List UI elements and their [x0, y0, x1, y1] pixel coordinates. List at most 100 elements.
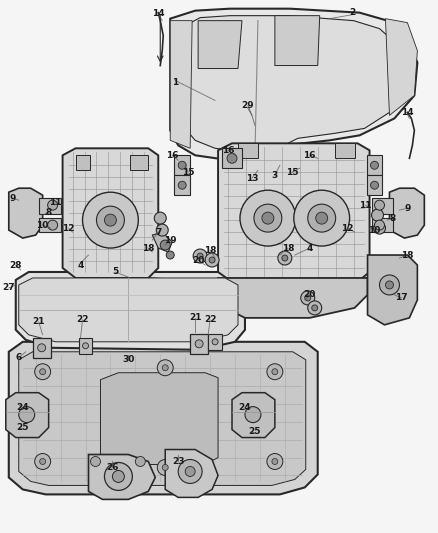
Circle shape: [156, 224, 168, 236]
Polygon shape: [218, 143, 370, 282]
Circle shape: [40, 458, 46, 464]
Circle shape: [272, 369, 278, 375]
Text: 9: 9: [10, 193, 16, 203]
Circle shape: [212, 339, 218, 345]
Circle shape: [157, 459, 173, 475]
Circle shape: [82, 343, 88, 349]
Text: 26: 26: [106, 463, 119, 472]
Circle shape: [113, 471, 124, 482]
Circle shape: [371, 209, 384, 221]
Polygon shape: [367, 255, 417, 325]
Polygon shape: [174, 175, 190, 195]
Circle shape: [245, 407, 261, 423]
Text: 28: 28: [10, 261, 22, 270]
Circle shape: [193, 249, 207, 263]
Text: 11: 11: [359, 200, 372, 209]
Circle shape: [40, 369, 46, 375]
Text: 16: 16: [166, 151, 178, 160]
Circle shape: [35, 454, 51, 470]
Polygon shape: [148, 278, 232, 310]
Polygon shape: [335, 143, 355, 158]
Text: 24: 24: [16, 403, 29, 412]
Circle shape: [178, 161, 186, 169]
Circle shape: [166, 251, 174, 259]
Polygon shape: [33, 338, 51, 358]
Circle shape: [135, 456, 145, 466]
Text: 5: 5: [112, 268, 119, 277]
Circle shape: [82, 192, 138, 248]
Text: 16: 16: [304, 151, 316, 160]
Circle shape: [374, 220, 385, 230]
Text: 22: 22: [76, 316, 89, 325]
Text: 4: 4: [78, 261, 84, 270]
Text: 9: 9: [404, 204, 410, 213]
Circle shape: [38, 344, 46, 352]
Text: 18: 18: [401, 251, 413, 260]
Text: 24: 24: [239, 403, 251, 412]
Text: 2: 2: [350, 8, 356, 17]
Polygon shape: [215, 278, 367, 318]
Polygon shape: [222, 148, 242, 168]
Text: 8: 8: [389, 214, 396, 223]
Circle shape: [48, 220, 58, 230]
Polygon shape: [174, 155, 190, 175]
Circle shape: [205, 253, 219, 267]
Text: 15: 15: [286, 168, 298, 177]
Polygon shape: [131, 155, 148, 170]
Polygon shape: [208, 334, 222, 350]
Polygon shape: [185, 15, 406, 152]
Text: 18: 18: [282, 244, 294, 253]
Text: 27: 27: [3, 284, 15, 293]
Circle shape: [35, 364, 51, 379]
Polygon shape: [190, 334, 208, 354]
Polygon shape: [16, 272, 245, 350]
Circle shape: [195, 340, 203, 348]
Circle shape: [374, 200, 385, 210]
Circle shape: [374, 222, 385, 234]
Circle shape: [308, 204, 336, 232]
Circle shape: [254, 204, 282, 232]
Circle shape: [19, 407, 35, 423]
Text: 4: 4: [307, 244, 313, 253]
Circle shape: [262, 212, 274, 224]
Text: 16: 16: [222, 146, 234, 155]
Circle shape: [227, 154, 237, 163]
Polygon shape: [238, 143, 258, 158]
Circle shape: [197, 253, 203, 259]
Polygon shape: [385, 19, 417, 116]
Text: 10: 10: [368, 225, 381, 235]
Text: 12: 12: [341, 224, 354, 232]
Circle shape: [371, 161, 378, 169]
Text: 23: 23: [172, 457, 184, 466]
Polygon shape: [170, 9, 417, 160]
Circle shape: [209, 257, 215, 263]
Text: 12: 12: [62, 224, 75, 232]
Circle shape: [91, 456, 100, 466]
Text: 22: 22: [204, 316, 216, 325]
Polygon shape: [9, 188, 42, 238]
Bar: [371, 198, 393, 214]
Polygon shape: [63, 148, 158, 278]
Text: 3: 3: [272, 171, 278, 180]
Text: 25: 25: [249, 427, 261, 436]
Circle shape: [96, 206, 124, 234]
Circle shape: [371, 181, 378, 189]
Polygon shape: [170, 21, 192, 148]
Text: 11: 11: [49, 198, 62, 207]
Text: 30: 30: [122, 356, 134, 364]
Polygon shape: [78, 338, 92, 354]
Circle shape: [178, 459, 202, 483]
Circle shape: [308, 301, 321, 315]
Polygon shape: [88, 455, 155, 499]
Circle shape: [267, 454, 283, 470]
Circle shape: [316, 212, 328, 224]
Circle shape: [278, 251, 292, 265]
Circle shape: [272, 458, 278, 464]
Text: 21: 21: [32, 317, 45, 326]
Polygon shape: [232, 393, 275, 438]
Polygon shape: [367, 155, 382, 175]
Text: 21: 21: [189, 313, 201, 322]
Text: 14: 14: [401, 108, 414, 117]
Text: 18: 18: [142, 244, 155, 253]
Text: 18: 18: [204, 246, 216, 255]
